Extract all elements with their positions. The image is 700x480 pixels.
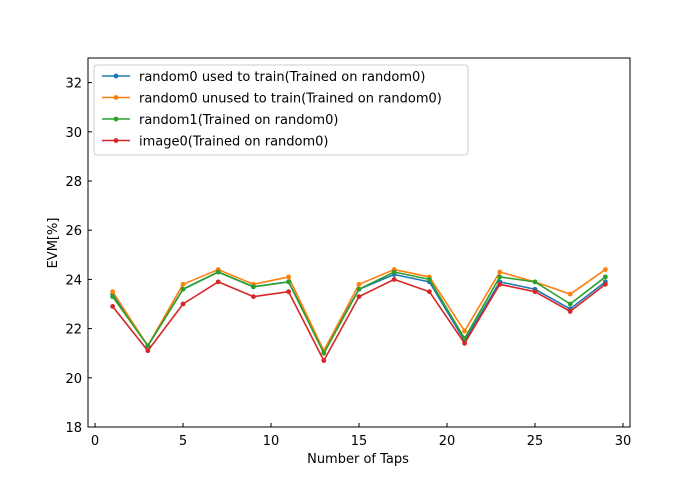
- data-point-s3-13: [567, 308, 573, 314]
- data-point-s3-8: [391, 277, 397, 282]
- data-point-s2-13: [567, 301, 573, 307]
- x-tick-label-25: 25: [527, 434, 544, 449]
- data-point-s3-0: [110, 304, 116, 309]
- data-point-s3-4: [251, 294, 256, 300]
- data-point-s3-2: [180, 301, 186, 307]
- y-tick-label-28: 28: [65, 175, 82, 190]
- data-point-s2-4: [251, 284, 256, 290]
- y-tick-label-24: 24: [65, 273, 82, 288]
- data-point-s2-6: [321, 350, 327, 356]
- data-point-s1-11: [497, 269, 503, 275]
- y-tick-label-18: 18: [65, 421, 82, 436]
- data-point-s2-1: [145, 343, 151, 349]
- y-tick-label-30: 30: [65, 126, 82, 141]
- data-point-s2-11: [497, 274, 503, 280]
- data-point-s3-6: [321, 358, 327, 363]
- data-point-s3-5: [286, 289, 292, 295]
- legend-swatch-marker-2: [113, 116, 119, 122]
- data-point-s2-12: [532, 279, 538, 285]
- x-tick-label-20: 20: [439, 434, 456, 449]
- data-point-s2-14: [602, 274, 608, 280]
- plot-area: [110, 267, 608, 363]
- legend-box: [93, 64, 469, 156]
- x-tick-label-15: 15: [351, 434, 368, 449]
- data-point-s1-2: [180, 281, 186, 287]
- data-point-s2-5: [286, 279, 292, 285]
- y-tick-label-20: 20: [65, 372, 82, 387]
- data-point-s2-7: [356, 286, 362, 292]
- data-point-s1-14: [602, 267, 608, 272]
- legend-swatch-marker-0: [113, 73, 119, 79]
- axes: 0 5 10 15 20 25 30 18 20 22 24 26 28 30 32: [65, 57, 632, 449]
- data-point-s2-8: [391, 269, 397, 275]
- data-point-s2-2: [180, 286, 186, 292]
- data-point-s2-10: [462, 336, 467, 341]
- x-tick-label-5: 5: [179, 434, 187, 449]
- data-point-s2-0: [110, 294, 116, 300]
- legend-entry-3: image0(Trained on random0): [139, 135, 329, 150]
- data-point-s1-0: [110, 289, 116, 295]
- legend-entry-2: random1(Trained on random0): [139, 113, 338, 128]
- legend-entry-1: random0 unused to train(Trained on rando…: [139, 92, 442, 107]
- data-point-s3-7: [356, 294, 362, 300]
- data-point-s1-10: [462, 328, 467, 334]
- y-tick-label-22: 22: [65, 323, 82, 338]
- data-point-s3-10: [462, 340, 467, 346]
- legend-swatch-marker-3: [113, 138, 119, 143]
- y-tick-label-32: 32: [65, 77, 82, 92]
- x-tick-label-10: 10: [263, 434, 280, 449]
- data-point-s3-14: [602, 281, 608, 287]
- legend-swatch-marker-1: [113, 95, 119, 100]
- data-point-s3-9: [426, 289, 432, 295]
- data-point-s2-9: [426, 277, 432, 282]
- y-tick-label-26: 26: [65, 224, 82, 239]
- data-point-s3-1: [145, 348, 151, 354]
- data-point-s3-11: [497, 281, 503, 287]
- legend: random0 used to train(Trained on random0…: [93, 64, 469, 156]
- data-point-s2-3: [215, 269, 221, 275]
- x-axis-label: Number of Taps: [307, 452, 409, 467]
- x-tick-label-0: 0: [91, 434, 99, 449]
- data-point-s1-7: [356, 281, 362, 287]
- y-axis-label: EVM[%]: [46, 218, 61, 269]
- x-tick-label-30: 30: [615, 434, 632, 449]
- data-point-s3-3: [215, 279, 221, 285]
- data-point-s3-12: [532, 289, 538, 295]
- legend-entry-0: random0 used to train(Trained on random0…: [139, 70, 425, 85]
- data-point-s1-13: [567, 291, 573, 297]
- data-point-s1-5: [286, 274, 292, 280]
